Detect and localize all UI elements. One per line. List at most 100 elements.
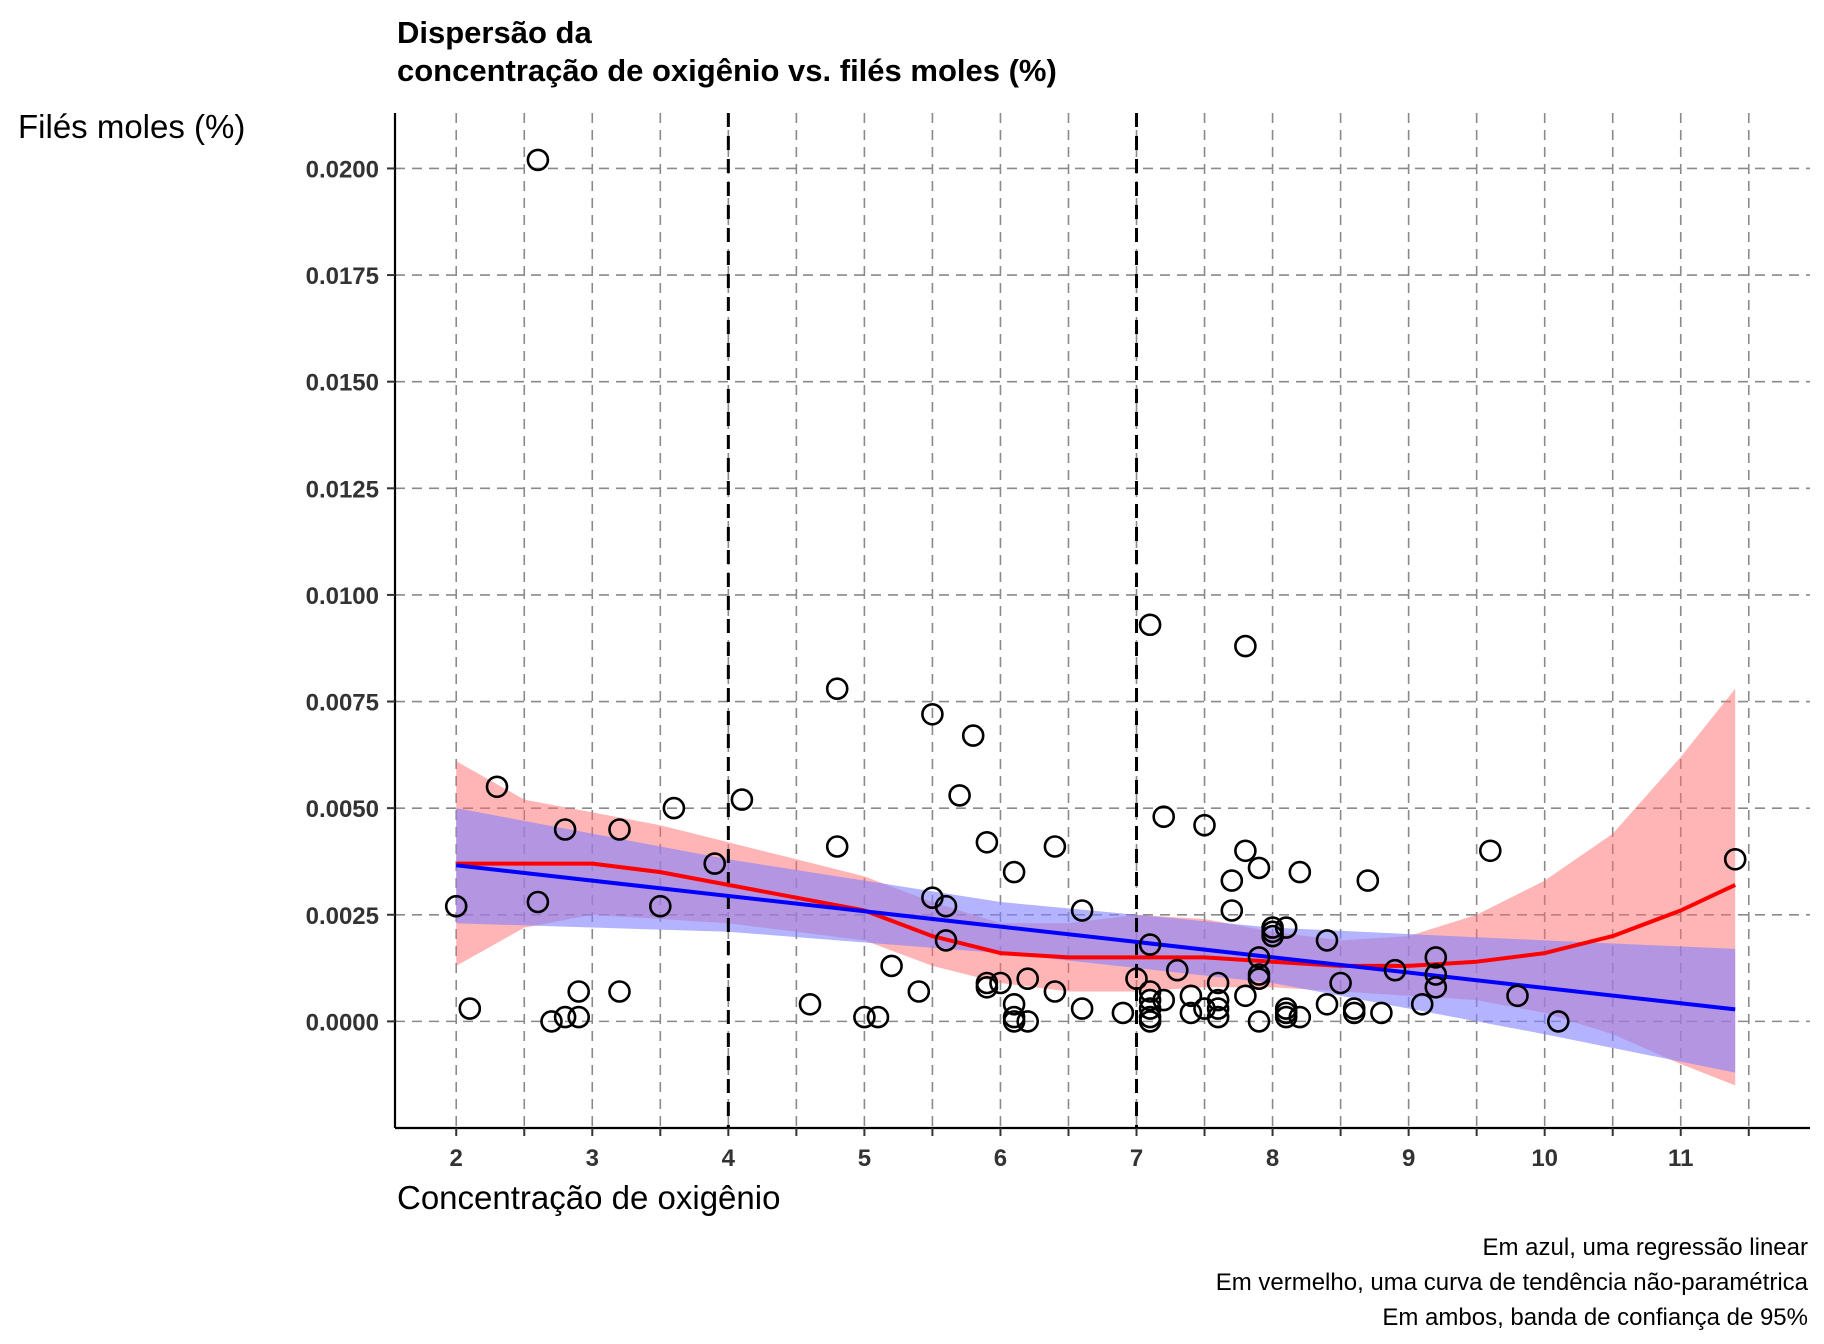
y-tick-label: 0.0175 xyxy=(306,263,379,290)
data-point xyxy=(1424,946,1448,969)
data-point xyxy=(1547,1010,1570,1033)
data-point xyxy=(1288,1005,1312,1029)
data-point xyxy=(1234,634,1257,658)
data-point xyxy=(1247,967,1271,991)
confidence-bands xyxy=(456,688,1736,1086)
data-point xyxy=(1193,813,1216,837)
linear-confidence-band xyxy=(456,808,1736,1073)
data-point xyxy=(1479,839,1502,863)
linear-regression-line xyxy=(455,863,1736,1012)
data-point xyxy=(1179,1001,1203,1025)
data-point xyxy=(1016,1010,1039,1033)
data-point xyxy=(934,894,958,918)
data-point xyxy=(1002,992,1026,1016)
data-point xyxy=(1315,929,1339,952)
data-point xyxy=(1111,1001,1135,1025)
x-tick-label: 2 xyxy=(450,1145,463,1172)
data-point xyxy=(1274,916,1298,939)
data-point xyxy=(553,818,577,841)
data-point xyxy=(444,894,468,918)
data-point xyxy=(1152,805,1175,829)
y-tick-labels: 0.0000 0.0025 0.0050 0.0075 0.0100 0.0125 0.01… xyxy=(306,156,379,1036)
data-point xyxy=(1424,975,1448,999)
chart-title-line: Dispersão da xyxy=(397,15,592,50)
data-points xyxy=(444,148,1747,1033)
data-point xyxy=(975,971,999,995)
trend-lines xyxy=(455,861,1737,1012)
data-point xyxy=(1274,1005,1298,1029)
data-point xyxy=(1288,860,1312,884)
data-point xyxy=(961,724,985,747)
data-point xyxy=(1342,1001,1366,1025)
data-point xyxy=(1138,933,1162,956)
data-point xyxy=(880,954,903,978)
reference-lines xyxy=(726,113,1139,1128)
data-point xyxy=(553,1005,577,1029)
data-point xyxy=(825,677,849,701)
data-point xyxy=(866,1005,890,1029)
x-tick-label: 10 xyxy=(1531,1145,1558,1172)
data-point xyxy=(1723,847,1747,871)
y-tick-label: 0.0125 xyxy=(306,476,379,503)
data-point xyxy=(1166,958,1189,982)
data-point xyxy=(1247,856,1271,880)
data-point xyxy=(608,818,631,841)
data-point xyxy=(567,980,591,1003)
x-tick-label: 8 xyxy=(1266,1145,1279,1172)
data-point xyxy=(934,929,958,952)
caption-line: Em vermelho, uma curva de tendência não-… xyxy=(1216,1269,1809,1296)
data-point xyxy=(1220,899,1244,922)
chart-title-line: concentração de oxigênio vs. filés moles… xyxy=(397,53,1057,88)
data-point xyxy=(608,980,631,1003)
data-point xyxy=(1043,980,1067,1003)
x-tick-label: 3 xyxy=(586,1145,599,1172)
data-point xyxy=(1370,1001,1393,1025)
x-tick-label: 6 xyxy=(994,1145,1007,1172)
x-tick-label: 5 xyxy=(858,1145,871,1172)
data-point xyxy=(1247,1010,1271,1033)
x-axis-label: Concentração de oxigênio xyxy=(397,1179,780,1216)
data-point xyxy=(1383,958,1407,982)
data-point xyxy=(540,1010,563,1033)
data-point xyxy=(1206,971,1230,995)
y-tick-label: 0.0050 xyxy=(306,796,379,823)
data-point xyxy=(1138,988,1162,1012)
data-point xyxy=(1002,1005,1026,1029)
y-tick-label: 0.0000 xyxy=(306,1009,379,1036)
data-point xyxy=(1070,997,1094,1020)
data-point xyxy=(458,997,482,1020)
data-point xyxy=(989,971,1012,995)
data-point xyxy=(1342,997,1366,1020)
y-axis-label: Filés moles (%) xyxy=(18,108,245,145)
y-tick-label: 0.0025 xyxy=(306,903,379,930)
data-point xyxy=(1206,988,1230,1012)
data-point xyxy=(1506,984,1529,1008)
data-point xyxy=(825,835,849,858)
x-tick-label: 9 xyxy=(1402,1145,1415,1172)
y-tick-label: 0.0150 xyxy=(306,370,379,397)
data-point xyxy=(1070,899,1094,922)
data-point xyxy=(921,702,944,726)
data-point xyxy=(975,830,999,854)
caption-line: Em ambos, banda de confiança de 95% xyxy=(1382,1304,1808,1331)
data-point xyxy=(567,1005,591,1029)
data-point xyxy=(1152,988,1175,1012)
data-point xyxy=(798,992,822,1016)
data-point xyxy=(1125,967,1148,991)
data-point xyxy=(1043,835,1067,858)
data-point xyxy=(948,784,971,807)
data-point xyxy=(730,788,754,811)
data-point xyxy=(1424,963,1448,986)
data-point xyxy=(1234,839,1257,863)
data-point xyxy=(485,775,509,799)
data-point xyxy=(648,894,672,918)
data-point xyxy=(703,852,727,875)
data-point xyxy=(1356,869,1380,892)
data-point xyxy=(853,1005,876,1029)
data-point xyxy=(1179,984,1203,1008)
data-point xyxy=(1138,613,1162,637)
x-tick-label: 7 xyxy=(1130,1145,1143,1172)
data-point xyxy=(1016,967,1039,991)
